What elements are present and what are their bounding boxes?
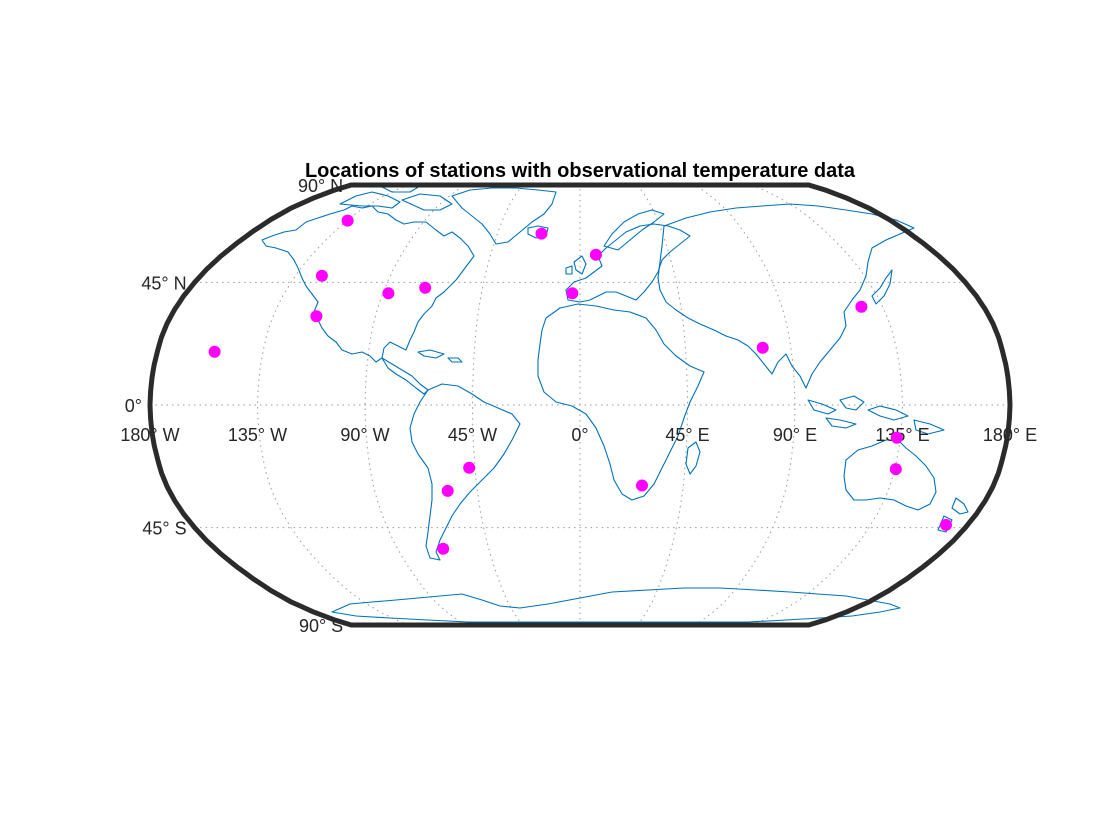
coastline-south-america <box>409 383 521 561</box>
map-frame-outline <box>147 182 1013 628</box>
coastline-greenland <box>451 187 557 245</box>
station-marker <box>419 281 432 294</box>
coastline-australia <box>843 439 937 511</box>
graticule <box>150 184 1010 626</box>
coastline-scandinavia <box>603 209 665 251</box>
station-marker <box>437 542 450 555</box>
station-marker <box>315 269 328 282</box>
station-marker <box>890 431 903 444</box>
station-marker <box>441 484 454 497</box>
coastlines <box>261 183 969 623</box>
meridian-line <box>694 184 796 626</box>
coastline-north-america <box>261 205 475 363</box>
parallel-label: 45° S <box>142 519 186 539</box>
map-title: Locations of stations with observational… <box>305 160 856 182</box>
station-marker <box>310 310 323 323</box>
coastline-arctic-islands <box>339 183 453 211</box>
station-markers <box>208 214 952 555</box>
meridian-line <box>751 184 904 626</box>
coastline-asia <box>657 203 915 389</box>
coastline-japan <box>871 269 893 305</box>
coastline-madagascar <box>685 441 701 475</box>
coastline-caribbean <box>417 349 463 363</box>
graticule-labels: 180° W 135° W 90° W 45° W 0° 45° E 90° E 135° E… <box>120 176 1037 636</box>
station-marker <box>341 214 354 227</box>
station-marker <box>382 287 395 300</box>
coastline-british-isles <box>565 255 587 275</box>
coastline-africa <box>537 303 705 501</box>
meridian-label: 45° E <box>665 425 709 445</box>
meridian-label: 90° E <box>773 425 817 445</box>
meridian-label: 0° <box>571 425 588 445</box>
station-marker <box>463 461 476 474</box>
station-marker <box>636 479 648 492</box>
coastline-europe <box>565 223 691 303</box>
station-marker <box>940 518 952 531</box>
station-marker <box>535 227 548 240</box>
parallel-label: 90° S <box>299 616 343 636</box>
meridian-label: 90° W <box>340 425 389 445</box>
parallel-label: 45° N <box>141 273 186 293</box>
coastline-new-zealand <box>937 497 969 533</box>
meridian-label: 135° W <box>228 425 287 445</box>
meridian-label: 180° W <box>120 425 179 445</box>
station-marker <box>566 287 579 300</box>
parallel-label: 0° <box>125 396 142 416</box>
meridian-line <box>256 184 409 626</box>
station-marker <box>208 345 221 358</box>
station-marker <box>756 341 769 354</box>
coastline-indonesia <box>807 395 945 435</box>
station-marker <box>589 248 602 261</box>
parallel-label: 90° N <box>298 176 343 196</box>
meridian-line <box>364 184 466 626</box>
coastline-antarctica <box>331 587 901 623</box>
meridian-label: 45° W <box>448 425 497 445</box>
meridian-label: 180° E <box>983 425 1037 445</box>
station-marker <box>889 463 902 476</box>
meridian-label: 135° E <box>875 425 929 445</box>
coastline-central-america <box>381 357 429 395</box>
map-frame <box>147 182 1013 628</box>
station-marker <box>855 300 868 313</box>
